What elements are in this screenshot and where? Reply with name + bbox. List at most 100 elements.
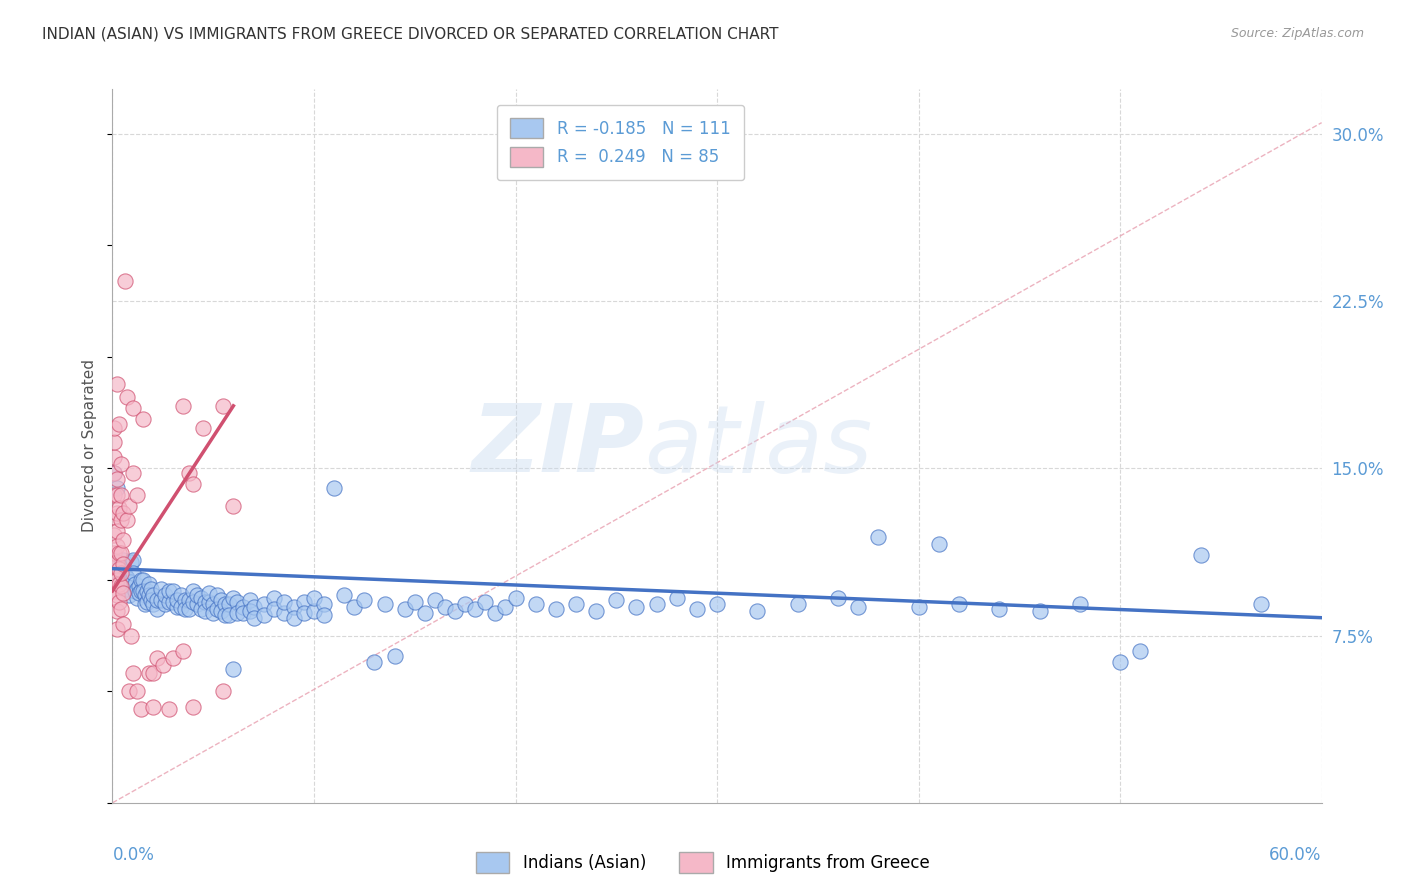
Point xyxy=(474,595,496,609)
Point xyxy=(302,591,325,605)
Point xyxy=(111,566,134,581)
Point xyxy=(202,598,225,612)
Point xyxy=(747,604,769,618)
Point xyxy=(103,466,125,480)
Point xyxy=(177,592,200,607)
Point xyxy=(117,684,139,698)
Point xyxy=(138,589,160,603)
Point xyxy=(706,598,728,612)
Point xyxy=(125,684,148,698)
Point xyxy=(149,592,172,607)
Point xyxy=(103,450,125,465)
Point xyxy=(110,546,132,560)
Point xyxy=(110,573,132,587)
Point xyxy=(121,566,143,581)
Point xyxy=(115,390,138,404)
Point xyxy=(226,607,249,621)
Point xyxy=(214,608,236,623)
Text: 60.0%: 60.0% xyxy=(1270,846,1322,863)
Point xyxy=(232,607,254,621)
Point xyxy=(212,684,235,698)
Point xyxy=(149,582,172,596)
Point xyxy=(172,644,194,658)
Point xyxy=(142,666,165,681)
Point xyxy=(107,595,129,609)
Point xyxy=(134,589,156,603)
Point xyxy=(103,510,125,524)
Point xyxy=(129,573,152,587)
Point xyxy=(139,582,162,596)
Point xyxy=(283,610,305,624)
Point xyxy=(585,604,607,618)
Point xyxy=(146,592,169,607)
Point xyxy=(103,466,125,480)
Point xyxy=(103,421,125,435)
Point xyxy=(129,702,152,716)
Legend: R = -0.185   N = 111, R =  0.249   N = 85: R = -0.185 N = 111, R = 0.249 N = 85 xyxy=(496,104,744,180)
Point xyxy=(209,592,232,607)
Point xyxy=(1069,598,1091,612)
Point xyxy=(132,583,155,598)
Point xyxy=(302,604,325,618)
Point xyxy=(253,598,276,612)
Point xyxy=(198,586,221,600)
Point xyxy=(166,592,188,607)
Point xyxy=(404,595,426,609)
Point xyxy=(263,591,285,605)
Point xyxy=(177,466,200,480)
Point xyxy=(464,602,486,616)
Point xyxy=(170,589,193,603)
Point xyxy=(111,533,134,547)
Point xyxy=(170,599,193,614)
Point xyxy=(157,702,180,716)
Point xyxy=(505,591,527,605)
Point xyxy=(105,488,128,502)
Point xyxy=(105,622,128,636)
Point xyxy=(433,599,456,614)
Point xyxy=(394,602,416,616)
Point xyxy=(413,607,436,621)
Point xyxy=(125,582,148,596)
Point xyxy=(111,586,134,600)
Point xyxy=(157,595,180,609)
Point xyxy=(120,574,142,589)
Point xyxy=(125,488,148,502)
Point xyxy=(103,546,125,560)
Point xyxy=(152,657,174,672)
Point xyxy=(222,662,245,676)
Point xyxy=(218,598,240,612)
Point xyxy=(181,595,204,609)
Point xyxy=(423,592,446,607)
Point xyxy=(222,591,245,605)
Point xyxy=(222,500,245,514)
Point xyxy=(114,274,136,288)
Point xyxy=(115,582,138,596)
Point xyxy=(166,599,188,614)
Point xyxy=(626,599,648,614)
Point xyxy=(107,546,129,560)
Point xyxy=(238,604,260,618)
Point xyxy=(190,602,212,616)
Point xyxy=(103,573,125,587)
Point xyxy=(153,589,176,603)
Point xyxy=(128,586,150,600)
Point xyxy=(665,591,688,605)
Point xyxy=(121,666,143,681)
Point xyxy=(120,555,142,569)
Point xyxy=(121,466,143,480)
Point xyxy=(132,412,155,426)
Point xyxy=(105,555,128,569)
Point xyxy=(253,608,276,623)
Point xyxy=(103,434,125,449)
Point xyxy=(1250,598,1272,612)
Point xyxy=(645,598,668,612)
Point xyxy=(110,488,132,502)
Point xyxy=(212,399,235,413)
Point xyxy=(110,557,132,572)
Point xyxy=(162,583,184,598)
Point xyxy=(524,598,547,612)
Point xyxy=(117,500,139,514)
Point xyxy=(191,421,214,435)
Point xyxy=(142,598,165,612)
Point xyxy=(121,401,143,416)
